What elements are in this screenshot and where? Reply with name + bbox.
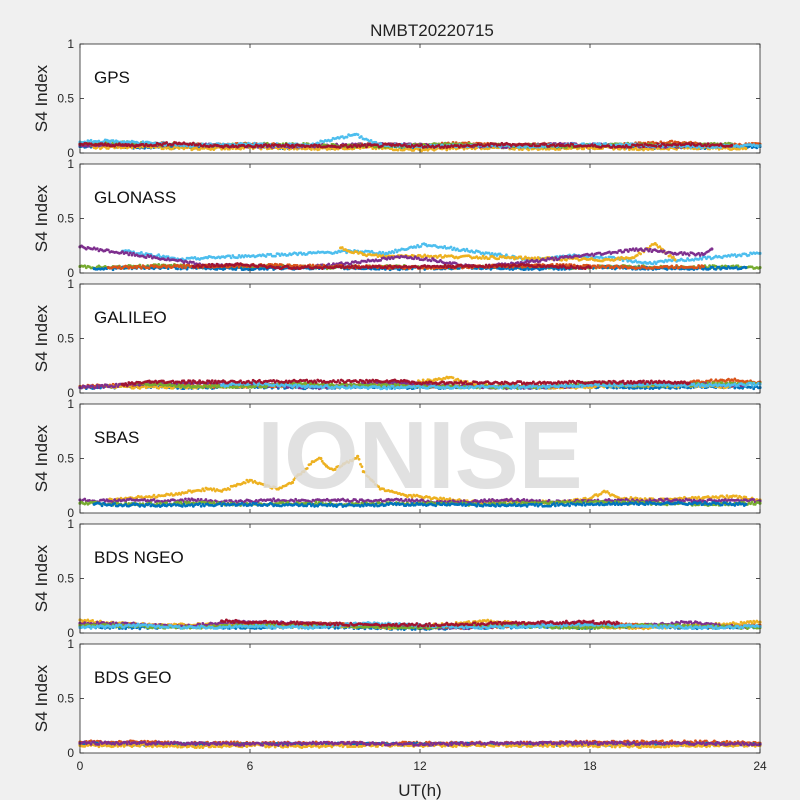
- data-point: [672, 255, 675, 259]
- data-point: [424, 256, 428, 260]
- data-point: [687, 253, 691, 257]
- data-point: [139, 266, 143, 270]
- data-point: [673, 258, 677, 262]
- data-point: [705, 144, 708, 148]
- data-point: [359, 135, 363, 138]
- y-tick-label: 0.5: [57, 92, 74, 106]
- data-point: [670, 139, 674, 143]
- data-point: [363, 143, 367, 147]
- data-point: [356, 133, 360, 136]
- data-point: [274, 254, 277, 258]
- y-tick-label: 1: [67, 37, 74, 51]
- data-point: [449, 245, 453, 249]
- data-point: [162, 147, 165, 151]
- data-point: [558, 147, 562, 151]
- data-point: [429, 259, 433, 263]
- figure-title: NMBT20220715: [370, 21, 494, 40]
- data-point: [280, 263, 283, 267]
- data-point: [147, 266, 151, 270]
- data-point: [419, 245, 423, 248]
- data-point: [635, 253, 639, 257]
- data-point: [381, 250, 385, 254]
- data-point: [180, 266, 184, 270]
- data-point: [89, 138, 93, 142]
- data-point: [656, 142, 660, 146]
- data-point: [654, 144, 658, 148]
- data-point: [236, 256, 239, 260]
- data-point: [648, 247, 652, 251]
- data-point: [582, 147, 586, 151]
- data-point: [730, 143, 734, 147]
- data-point: [95, 247, 99, 251]
- data-point: [706, 142, 710, 146]
- data-point: [744, 147, 748, 151]
- data-point: [149, 254, 153, 258]
- data-point: [184, 266, 187, 270]
- data-point: [618, 258, 622, 261]
- data-point: [182, 263, 186, 267]
- data-point: [560, 258, 564, 262]
- data-point: [165, 141, 168, 144]
- data-point: [710, 247, 714, 251]
- data-point: [747, 253, 751, 257]
- data-point: [338, 146, 342, 149]
- data-point: [642, 145, 645, 149]
- data-point: [662, 249, 666, 253]
- data-point: [392, 251, 396, 254]
- data-point: [552, 258, 556, 262]
- data-point: [479, 257, 483, 260]
- y-axis-label: S4 Index: [32, 64, 51, 132]
- data-point: [345, 135, 349, 139]
- data-point: [639, 252, 642, 256]
- data-point: [629, 145, 633, 149]
- panel-data-gps: [78, 132, 762, 153]
- panel-background: [80, 44, 760, 153]
- data-point: [420, 143, 423, 147]
- data-point: [744, 265, 748, 270]
- data-point: [700, 257, 704, 261]
- data-point: [229, 256, 233, 260]
- panel-label: GPS: [94, 68, 130, 87]
